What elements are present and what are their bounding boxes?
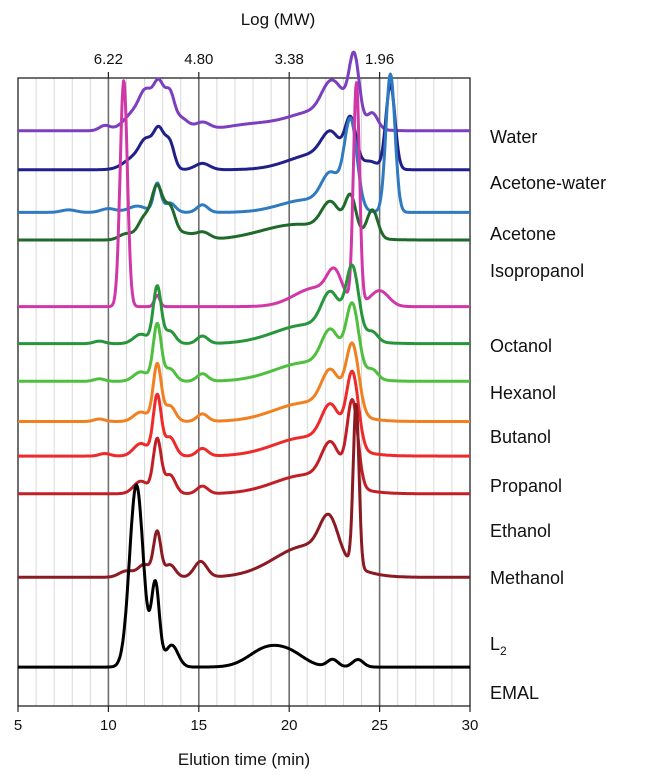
series-line-6 (17, 301, 471, 383)
legend-label-6: Butanol (490, 427, 551, 447)
series-line-3 (17, 183, 471, 242)
series-line-5 (17, 263, 471, 346)
legend: Water Acetone-water Acetone Isopropanol Octa… (490, 127, 606, 703)
series-line-10 (17, 402, 471, 579)
legend-label-10: L2 (490, 634, 507, 658)
grid (35, 78, 453, 706)
top-tick-label: 3.38 (275, 51, 304, 68)
legend-label-0: Water (490, 127, 537, 147)
legend-label-4: Octanol (490, 336, 552, 356)
legend-label-9: Methanol (490, 568, 564, 588)
series-line-8 (17, 369, 471, 458)
x-tick-label: 15 (190, 717, 207, 734)
legend-label-5: Hexanol (490, 383, 556, 403)
x-tick-label: 25 (371, 717, 388, 734)
axes: 5 10 15 20 25 30 6.22 4.80 3.38 1.96 (14, 51, 479, 734)
series-line-1 (17, 82, 471, 172)
series-line-4 (17, 79, 471, 309)
plot-frame (17, 77, 471, 707)
x-tick-label: 10 (100, 717, 117, 734)
legend-label-8: Ethanol (490, 521, 551, 541)
x-tick-label: 5 (14, 717, 22, 734)
legend-label-11: EMAL (490, 683, 539, 703)
series-line-2 (17, 72, 471, 214)
series-line-7 (17, 341, 471, 423)
legend-subscript: 2 (500, 644, 507, 658)
top-axis-title: Log (MW) (241, 10, 316, 29)
series-line-11 (17, 483, 471, 669)
x-tick-label: 20 (281, 717, 298, 734)
top-tick-label: 4.80 (184, 51, 213, 68)
legend-label-2: Acetone (490, 224, 556, 244)
x-tick-label: 30 (462, 717, 479, 734)
series-line-0 (17, 50, 471, 133)
x-axis-title: Elution time (min) (178, 750, 310, 769)
top-tick-label: 6.22 (94, 51, 123, 68)
top-tick-label: 1.96 (365, 51, 394, 68)
legend-label-7: Propanol (490, 476, 562, 496)
series-line-9 (17, 398, 471, 496)
legend-label-1: Acetone-water (490, 173, 606, 193)
legend-label-3: Isopropanol (490, 261, 584, 281)
series-group (17, 50, 471, 669)
